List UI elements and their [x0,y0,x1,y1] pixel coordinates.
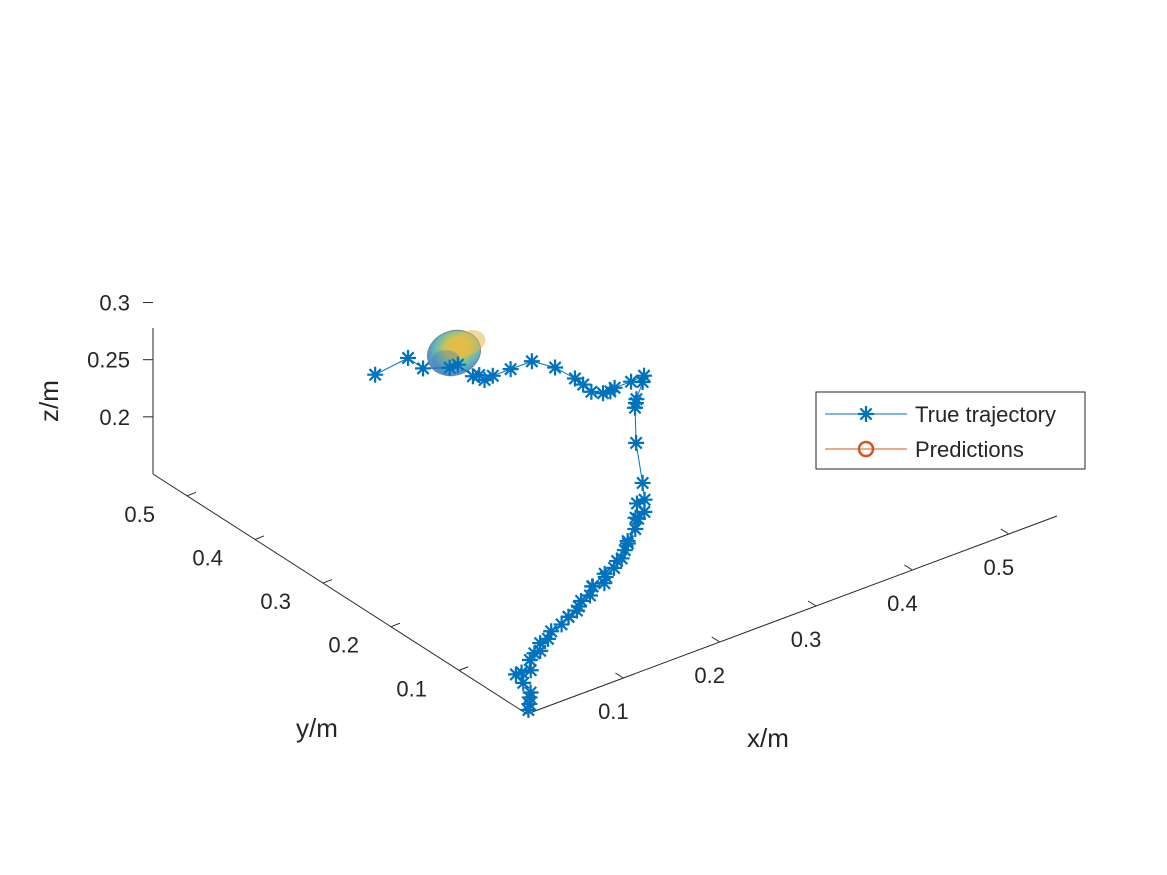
y-tick-label: 0.4 [192,545,223,570]
y-tick-mark [390,622,401,628]
trajectory-point [619,533,636,550]
circle-marker-icon [857,440,875,458]
y-tick-mark [254,535,265,540]
y-ticks: 0.1 0.2 0.3 0.4 0.5 [124,491,469,701]
trajectory-point [628,391,645,408]
trajectory-line [374,357,646,711]
z-ticks: 0.2 0.25 0.3 [87,291,153,430]
x-tick-label: 0.1 [598,699,629,724]
z-axis-title: z/m [34,380,64,422]
y-tick-mark [458,666,469,671]
z-tick-label: 0.3 [99,291,130,316]
y-tick-label: 0.2 [328,633,359,658]
legend-label-pred: Predictions [915,437,1024,462]
trajectory-point [584,578,601,595]
trajectory-point [543,623,560,640]
trajectory-point [596,565,613,582]
x-ticks: 0.1 0.2 0.3 0.4 0.5 [598,528,1015,724]
trajectory-point [400,349,417,366]
legend: True trajectory Predictions [815,391,1086,470]
asterisk-marker-icon [858,406,874,422]
axes [152,328,1058,715]
true-trajectory-series [367,349,653,719]
trajectory-point [560,608,577,625]
legend-label-true: True trajectory [915,402,1056,427]
trajectory-point [523,353,540,370]
x-tick-label: 0.2 [694,663,725,688]
trajectory-point [367,366,384,383]
x-tick-mark [1000,528,1010,535]
y-tick-mark [186,491,197,497]
y-tick-label: 0.5 [124,502,155,527]
y-tick-label: 0.3 [260,589,291,614]
trajectory-point [628,434,645,451]
x-tick-mark [807,600,817,607]
trajectory-point [415,360,432,377]
trajectory-point [547,359,564,376]
y-axis-title: y/m [296,713,338,743]
x-tick-mark [615,672,624,679]
trajectory-point [566,370,583,387]
y-axis-line [152,473,528,715]
x-tick-label: 0.5 [984,555,1015,580]
trajectory-point [623,373,640,390]
x-tick-mark [904,564,913,571]
trajectory-point [636,503,653,520]
x-tick-label: 0.3 [791,627,822,652]
trajectory-point [441,359,458,376]
trajectory-point [636,367,653,384]
trajectory-point [594,385,611,402]
trajectory-point [575,376,592,393]
trajectory-point [522,684,539,701]
prediction-ellipsoid [427,329,486,377]
x-tick-mark [711,636,720,643]
trajectory-point [627,521,644,538]
trajectory-point [616,542,633,559]
trajectory-point [513,664,530,681]
trajectory-point [573,592,590,609]
x-tick-label: 0.4 [887,591,918,616]
trajectory-point [609,553,626,570]
trajectory-point [522,662,539,679]
x-axis-title: x/m [747,723,789,753]
trajectory-point [502,361,519,378]
y-tick-label: 0.1 [396,676,427,701]
trajectory-point [606,559,623,576]
y-tick-mark [322,579,333,584]
z-tick-label: 0.2 [99,405,130,430]
trajectory-point [634,474,651,491]
x-axis-line [526,515,1058,715]
legend-asterisk [858,406,874,422]
trajectory-point [464,368,481,385]
legend-box [815,391,1086,470]
z-tick-label: 0.25 [87,348,130,373]
